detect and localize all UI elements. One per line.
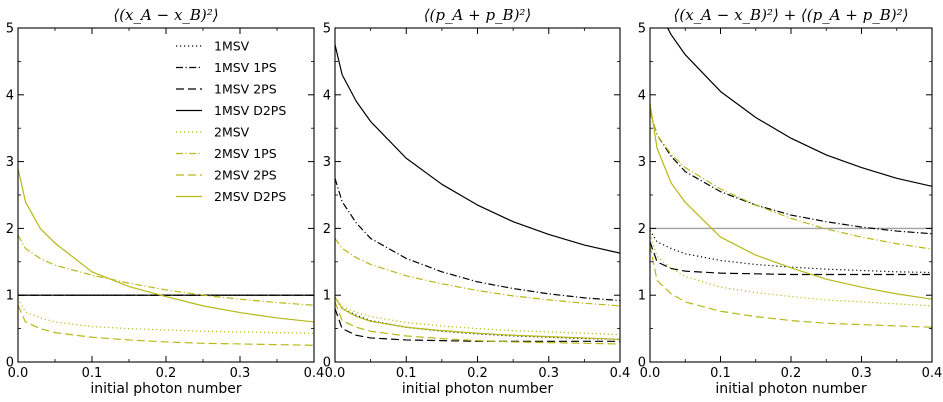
- x-tick-label: 0.3: [851, 366, 872, 381]
- panel-title: ⟨(x_A − x_B)²⟩ + ⟨(p_A + p_B)²⟩: [674, 6, 909, 24]
- x-tick-label: 0.4: [304, 366, 325, 381]
- x-axis-label: initial photon number: [715, 381, 867, 397]
- legend-label: 2MSV 2PS: [214, 168, 277, 183]
- series-group: [18, 168, 314, 346]
- series-line-1msv-d2ps: [335, 44, 620, 254]
- y-tick-label: 2: [323, 222, 331, 237]
- y-tick-label: 5: [6, 22, 14, 37]
- x-tick-label: 0.1: [396, 366, 417, 381]
- y-tick-label: 1: [323, 289, 331, 304]
- legend-label: 1MSV: [214, 39, 250, 54]
- series-group: [335, 44, 620, 345]
- series-line-2msv-d2ps: [335, 296, 620, 340]
- series-line-2msv-1ps: [18, 234, 314, 306]
- panel-3: 0 1 2 3 4 5 0.0 0.1 0.2 0.3 0.4 initial photon numb…: [638, 6, 943, 397]
- legend-label: 1MSV D2PS: [214, 103, 286, 118]
- y-tick-label: 2: [638, 222, 646, 237]
- panel-1: 0 1 2 3 4 5 0.0 0.1 0.2 0.3 0.4 initial photon numb…: [6, 6, 325, 397]
- legend-label: 1MSV 2PS: [214, 82, 277, 97]
- series-line-2msv-d2ps: [650, 103, 932, 300]
- x-tick-label: 0.2: [156, 366, 177, 381]
- legend-label: 2MSV: [214, 125, 250, 140]
- y-tick-label: 4: [323, 88, 331, 103]
- x-tick-label: 0.2: [781, 366, 802, 381]
- panel-title: ⟨(p_A + p_B)²⟩: [424, 6, 532, 24]
- x-tick-label: 0.4: [610, 366, 631, 381]
- series-line-2msv: [650, 233, 932, 307]
- series-line-2msv: [335, 296, 620, 336]
- series-line-1msv-2ps: [650, 241, 932, 276]
- x-axis-label: initial photon number: [402, 381, 554, 397]
- series-group: [650, 28, 932, 328]
- x-tick-label: 0.3: [230, 366, 251, 381]
- legend-label: 2MSV D2PS: [214, 189, 286, 204]
- x-tick-label: 0.1: [82, 366, 103, 381]
- y-tick-label: 4: [6, 88, 14, 103]
- panel-title: ⟨(x_A − x_B)²⟩: [113, 6, 218, 24]
- y-tick-label: 0: [323, 356, 331, 371]
- x-tick-label: 0.1: [710, 366, 731, 381]
- y-tick-label: 3: [638, 155, 646, 170]
- x-tick-label: 0.3: [538, 366, 559, 381]
- y-tick-label: 0: [638, 356, 646, 371]
- legend-label: 1MSV 1PS: [214, 60, 277, 75]
- series-line-1msv-2ps: [335, 308, 620, 342]
- x-tick-label: 0.0: [325, 366, 346, 381]
- y-tick-label: 0: [6, 356, 14, 371]
- y-tick-label: 5: [323, 22, 331, 37]
- series-line-2msv-1ps: [335, 238, 620, 307]
- y-tick-label: 1: [6, 289, 14, 304]
- series-line-1msv: [335, 296, 620, 340]
- y-tick-label: 3: [6, 155, 14, 170]
- y-tick-label: 1: [638, 289, 646, 304]
- x-axis-label: initial photon number: [90, 381, 242, 397]
- series-line-1msv-d2ps: [666, 28, 932, 187]
- series-line-1msv: [650, 230, 932, 274]
- series-line-2msv-1ps: [650, 111, 932, 250]
- y-tick-label: 5: [638, 22, 646, 37]
- plot-frame: [649, 27, 933, 363]
- series-line-1msv-1ps: [650, 111, 932, 235]
- series-line-2msv-2ps: [18, 304, 314, 346]
- legend-label: 2MSV 1PS: [214, 146, 277, 161]
- series-line-2msv-2ps: [335, 301, 620, 345]
- x-tick-label: 0.4: [922, 366, 943, 381]
- series-line-2msv-d2ps: [18, 168, 314, 323]
- series-line-2msv-2ps: [650, 244, 932, 328]
- y-tick-label: 2: [6, 222, 14, 237]
- series-line-1msv-1ps: [335, 178, 620, 302]
- x-tick-label: 0.0: [8, 366, 29, 381]
- legend: 1MSV 1MSV 1PS 1MSV 2PS 1MSV D2PS 2MSV 2MSV 1P…: [176, 39, 286, 204]
- series-line-2msv: [18, 298, 314, 334]
- x-tick-label: 0.2: [467, 366, 488, 381]
- y-tick-label: 3: [323, 155, 331, 170]
- plot-frame: [334, 27, 621, 363]
- x-tick-label: 0.0: [640, 366, 661, 381]
- y-tick-label: 4: [638, 88, 646, 103]
- panel-2: 0 1 2 3 4 5 0.0 0.1 0.2 0.3 0.4 initial photon numb…: [323, 6, 631, 397]
